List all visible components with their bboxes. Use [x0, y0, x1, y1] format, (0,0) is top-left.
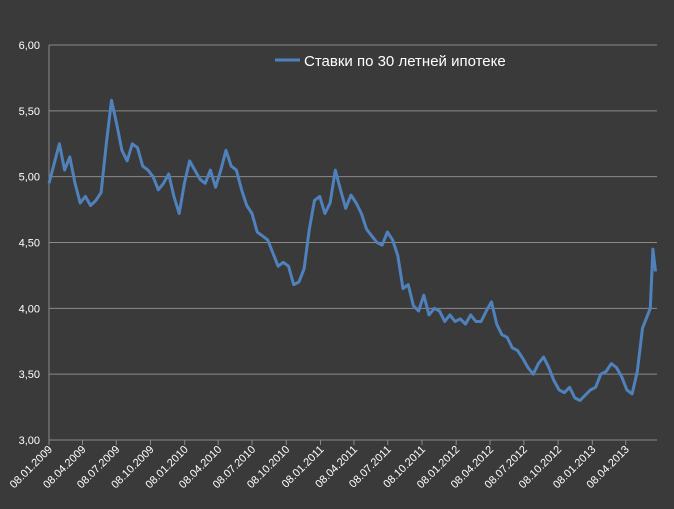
y-tick-label: 5,00	[19, 172, 40, 184]
x-axis-ticks: 08.01.200908.04.200908.07.200908.10.2009…	[8, 440, 632, 491]
y-tick-label: 4,50	[19, 238, 40, 250]
y-tick-label: 4,00	[19, 303, 40, 315]
grid-lines	[48, 44, 657, 441]
legend: Ставки по 30 летней ипотеке	[275, 53, 506, 70]
legend-label: Ставки по 30 летней ипотеке	[304, 53, 506, 70]
y-tick-label: 6,00	[19, 40, 40, 52]
y-tick-label: 3,50	[19, 369, 40, 381]
series-line	[47, 98, 657, 402]
y-tick-label: 3,00	[19, 435, 40, 447]
y-tick-label: 5,50	[19, 106, 40, 118]
series-layer	[47, 98, 657, 402]
y-axis-ticks: 3,00 3,50 4,00 4,50 5,00 5,50 6,00	[19, 40, 40, 447]
